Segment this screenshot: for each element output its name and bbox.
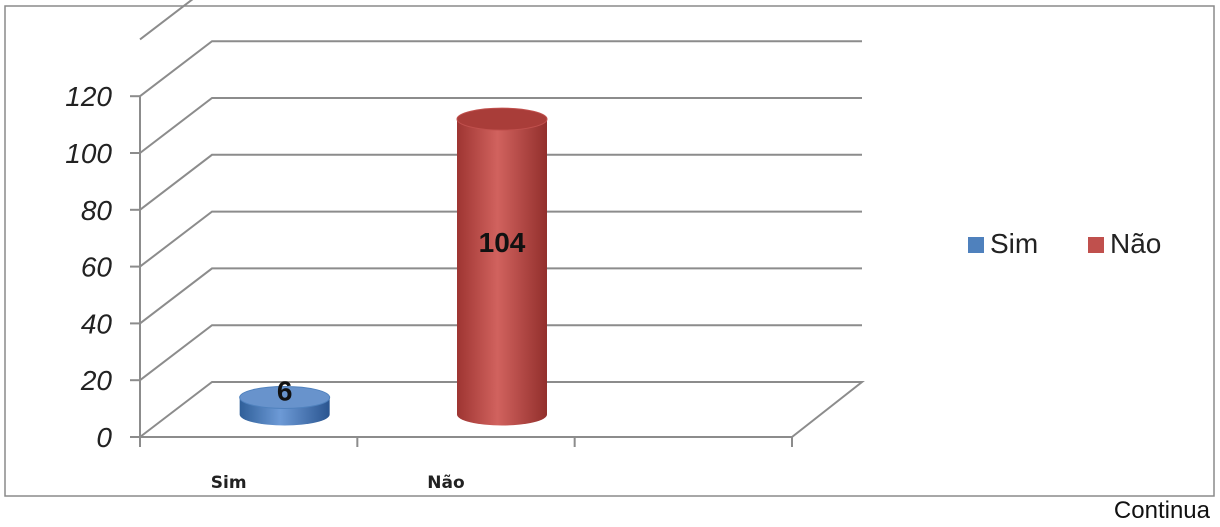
data-label: 104	[479, 227, 526, 258]
legend-swatch	[1088, 237, 1104, 253]
gridline	[139, 267, 862, 325]
bar-top	[456, 107, 548, 131]
gridline	[139, 153, 862, 211]
chart: 0 20 40 60 80 100 120 6 Sim 104 Não Sim Não	[4, 0, 1215, 497]
x-tick-label: Não	[427, 473, 464, 493]
legend-swatch	[968, 237, 984, 253]
gridline	[139, 97, 862, 154]
y-tick-label: 0	[96, 422, 112, 453]
y-tick-label: 20	[80, 365, 113, 396]
bar	[239, 385, 331, 426]
gridline	[139, 0, 194, 41]
legend-item: Não	[1088, 228, 1161, 259]
legend-item: Sim	[968, 228, 1038, 259]
legend-label: Sim	[990, 228, 1038, 259]
bar-body	[457, 119, 547, 426]
bar	[456, 107, 548, 426]
bar-top	[239, 385, 331, 409]
chart-border	[4, 5, 1215, 497]
y-tick-label: 40	[81, 308, 113, 339]
gridline	[139, 40, 862, 97]
y-tick-label: 100	[65, 138, 112, 169]
legend-label: Não	[1110, 228, 1161, 259]
y-tick-label: 80	[81, 195, 113, 226]
y-tick-label: 60	[81, 252, 113, 283]
x-tick-label: Sim	[211, 473, 247, 493]
gridline	[139, 324, 862, 381]
y-tick-label: 120	[65, 81, 112, 112]
data-label: 6	[277, 375, 293, 406]
footer-note: Continua	[1113, 497, 1210, 524]
gridline	[139, 210, 862, 268]
